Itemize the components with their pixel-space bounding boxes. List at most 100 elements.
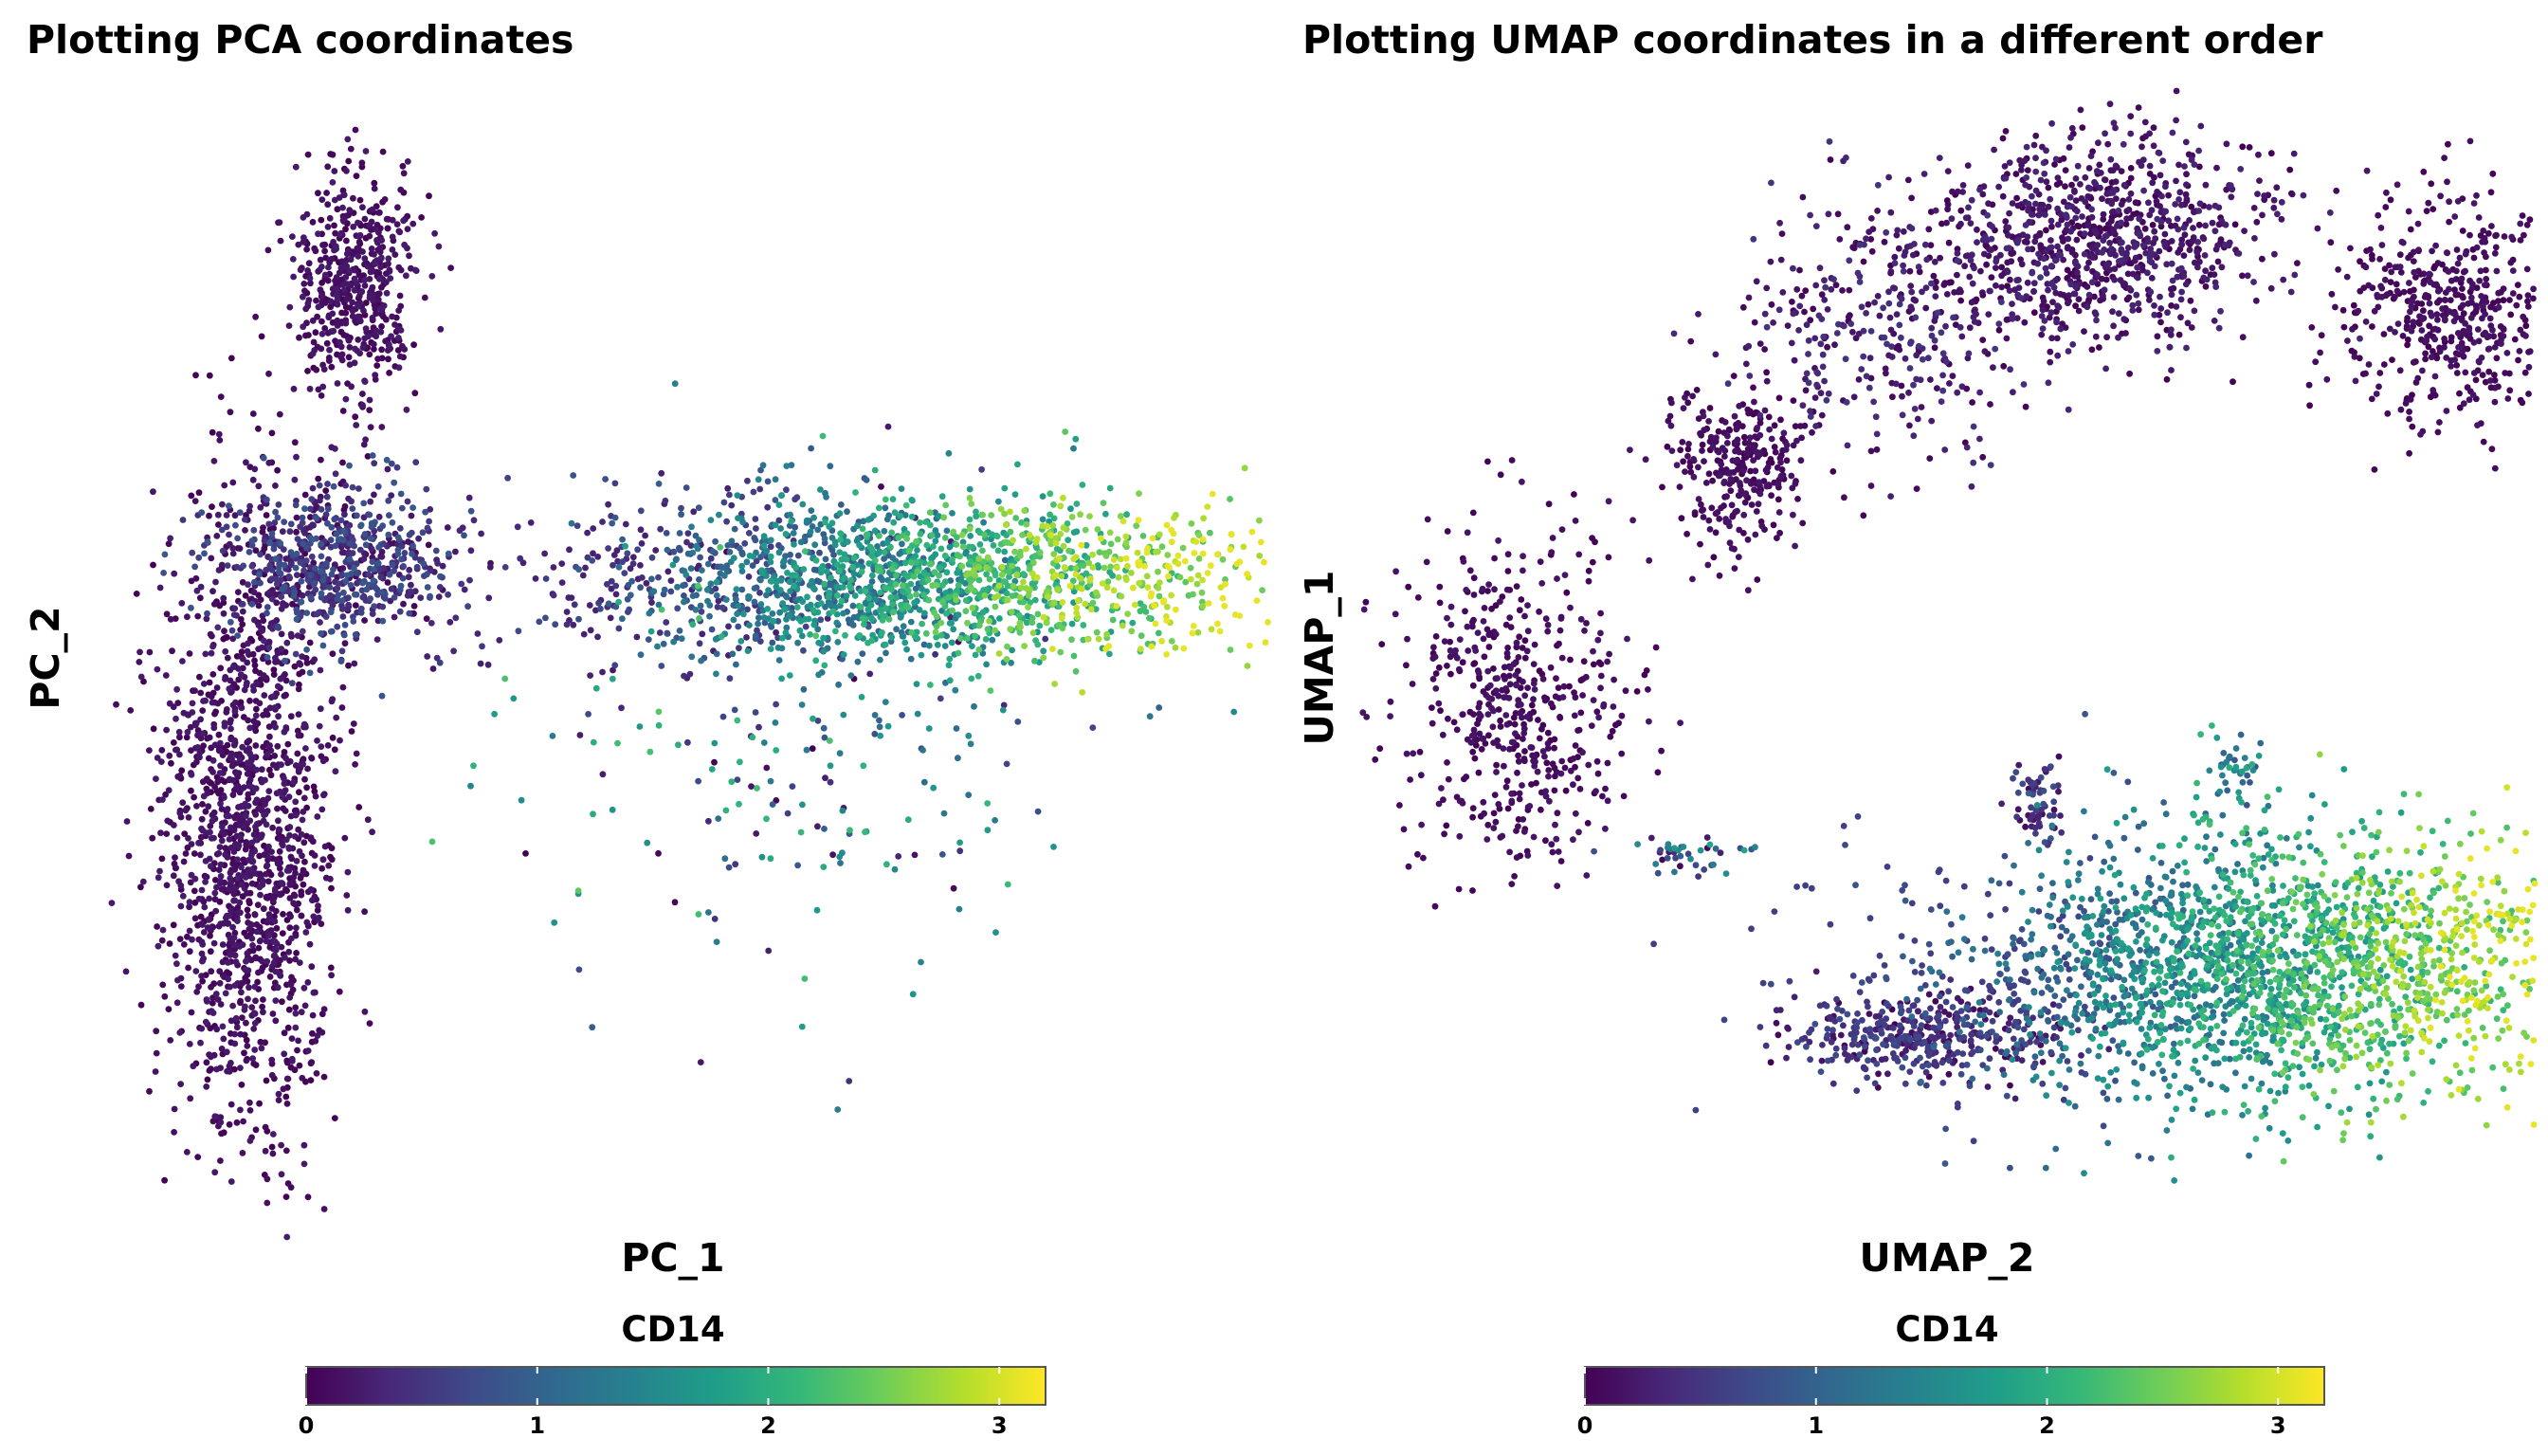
data-point (228, 755, 236, 763)
data-point (217, 762, 224, 770)
data-point (372, 260, 379, 267)
data-point (272, 723, 279, 731)
data-point (934, 532, 941, 538)
data-point (339, 204, 346, 211)
data-point (399, 574, 407, 582)
data-point (720, 499, 728, 506)
data-point (1141, 562, 1148, 570)
data-point (615, 598, 622, 606)
data-point (918, 958, 924, 966)
data-point (808, 445, 814, 452)
data-point (212, 991, 220, 997)
data-point (216, 979, 224, 987)
data-point (712, 537, 719, 545)
data-point (346, 539, 353, 547)
data-point (173, 834, 181, 842)
data-point (228, 907, 234, 915)
data-point (2188, 203, 2195, 210)
data-point (251, 983, 259, 991)
data-point (257, 891, 264, 899)
data-point (746, 552, 754, 559)
data-point (584, 529, 591, 537)
data-point (242, 527, 248, 534)
data-point (379, 617, 387, 625)
data-point (740, 610, 747, 618)
data-point (984, 800, 992, 807)
data-point (240, 824, 247, 831)
data-point (333, 531, 340, 537)
data-point (209, 588, 216, 595)
data-point (248, 935, 256, 942)
data-point (1028, 619, 1036, 627)
data-point (351, 660, 358, 667)
data-point (154, 665, 161, 673)
data-point (820, 724, 828, 732)
data-point (1016, 593, 1024, 601)
data-point (250, 831, 258, 838)
data-point (300, 323, 307, 331)
data-point (871, 712, 879, 719)
data-point (1173, 606, 1179, 613)
data-point (958, 563, 966, 570)
data-point (445, 591, 451, 598)
data-point (763, 592, 770, 599)
data-point (2127, 174, 2135, 182)
data-point (203, 1083, 210, 1090)
data-point (231, 982, 239, 989)
data-point (389, 561, 396, 569)
data-point (840, 574, 847, 582)
data-point (173, 685, 181, 693)
data-point (1014, 719, 1022, 725)
data-point (424, 584, 431, 591)
data-point (136, 648, 143, 656)
data-point (923, 541, 931, 549)
data-point (1219, 555, 1227, 563)
data-point (424, 524, 431, 532)
data-point (268, 905, 276, 912)
data-point (1105, 643, 1113, 649)
data-point (730, 602, 737, 609)
data-point (266, 766, 273, 774)
data-point (729, 650, 737, 658)
data-point (292, 163, 300, 171)
data-point (610, 666, 616, 674)
data-point (776, 609, 783, 616)
data-point (300, 281, 308, 287)
data-point (1158, 637, 1165, 645)
data-point (207, 932, 213, 939)
data-point (342, 577, 350, 585)
data-point (938, 851, 946, 858)
data-point (355, 219, 361, 227)
data-point (1146, 713, 1154, 720)
data-point (324, 481, 331, 487)
data-point (928, 532, 936, 538)
data-point (176, 1029, 184, 1036)
data-point (899, 540, 905, 548)
data-point (330, 327, 337, 335)
data-point (253, 766, 260, 774)
data-point (599, 771, 607, 778)
data-point (246, 502, 253, 510)
data-point (217, 861, 225, 868)
data-point (1049, 646, 1056, 652)
data-point (1044, 522, 1050, 530)
data-point (681, 672, 687, 680)
data-point (189, 700, 196, 707)
data-point (879, 628, 885, 636)
data-point (262, 1123, 269, 1131)
data-point (890, 609, 897, 616)
data-point (160, 570, 168, 576)
data-point (675, 741, 682, 749)
data-point (770, 617, 777, 625)
data-point (385, 355, 391, 363)
data-point (1070, 445, 1077, 452)
data-point (350, 613, 356, 620)
data-point (331, 196, 338, 204)
data-point (300, 1160, 308, 1168)
data-point (329, 696, 337, 702)
data-point (814, 626, 822, 633)
data-point (1168, 592, 1174, 599)
data-point (856, 632, 864, 639)
data-point (1029, 629, 1037, 636)
data-point (123, 818, 131, 825)
